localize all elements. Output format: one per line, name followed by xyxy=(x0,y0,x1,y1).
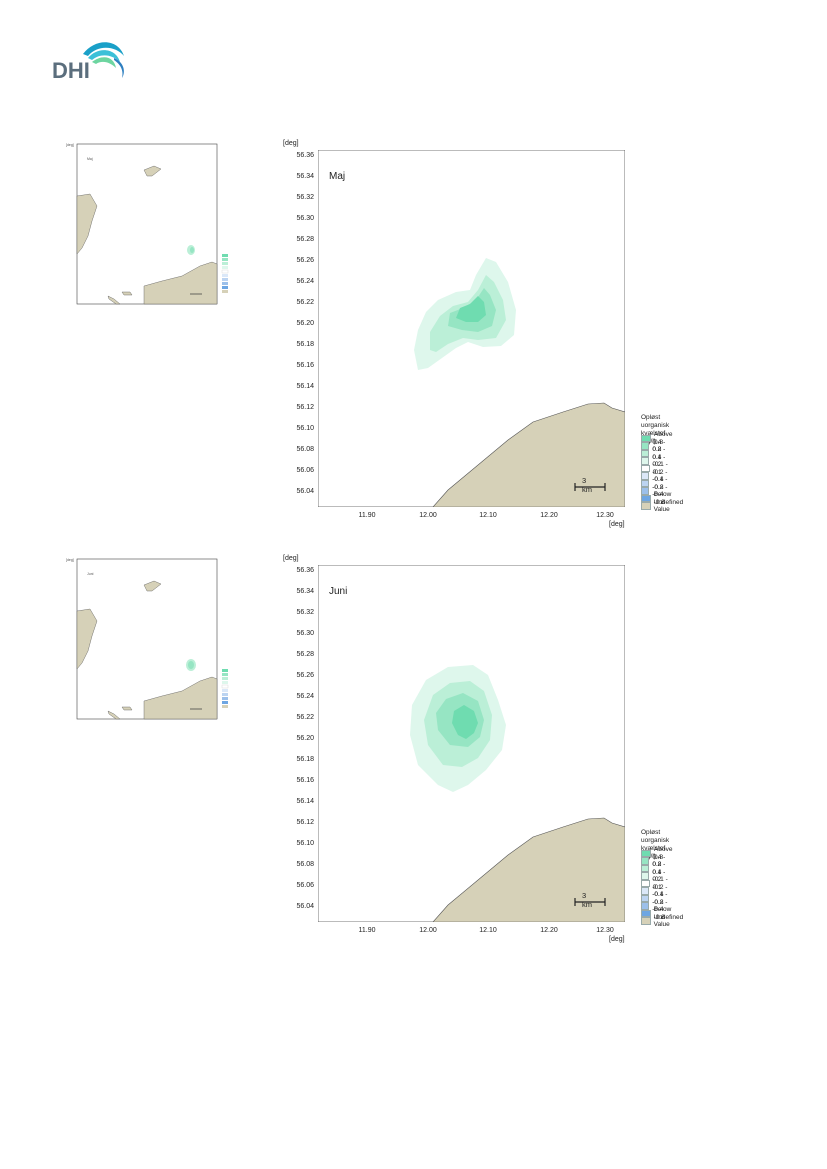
y-tick: 56.06 xyxy=(296,467,314,474)
x-tick: 11.90 xyxy=(358,927,376,934)
y-tick: 56.24 xyxy=(296,278,314,285)
y-tick: 56.04 xyxy=(296,903,314,910)
x-tick: 12.20 xyxy=(540,927,558,934)
legend-item: -0.1 - 0.1 xyxy=(641,461,668,476)
x-tick: 12.10 xyxy=(479,512,497,519)
y-tick: 56.28 xyxy=(296,236,314,243)
scale-bar-label: 3 km xyxy=(582,476,592,494)
overview-map-juni: [deg] Juni xyxy=(62,551,272,736)
legend-item: 0.1 - 0.2 xyxy=(641,454,666,469)
svg-text:Maj: Maj xyxy=(87,157,93,161)
y-tick: 56.14 xyxy=(296,798,314,805)
y-tick: 56.26 xyxy=(296,257,314,264)
y-tick: 56.26 xyxy=(296,672,314,679)
legend-item: Below -0.8 xyxy=(641,491,675,506)
main-map-juni xyxy=(317,564,626,923)
y-tick: 56.08 xyxy=(296,446,314,453)
y-tick: 56.30 xyxy=(296,215,314,222)
legend-item: 0.4 - 0.8 xyxy=(641,854,666,869)
map-month-label: Maj xyxy=(329,171,346,182)
y-tick: 56.32 xyxy=(296,609,314,616)
scale-bar-label: 3 km xyxy=(582,891,592,909)
legend-item: -0.4 - -0.2 xyxy=(641,891,668,906)
legend-item: -0.4 - -0.2 xyxy=(641,476,668,491)
map-month-label: Juni xyxy=(329,586,348,597)
x-tick: 12.30 xyxy=(596,927,614,934)
y-unit-label: [deg] xyxy=(283,555,299,562)
y-tick: 56.34 xyxy=(296,173,314,180)
x-unit-label: [deg] xyxy=(609,521,625,528)
legend-item: 0.2 - 0.4 xyxy=(641,861,666,876)
y-tick: 56.36 xyxy=(296,152,314,159)
y-unit-label: [deg] xyxy=(283,140,299,147)
legend-item: -0.8 - -0.4 xyxy=(641,899,668,914)
x-tick: 12.30 xyxy=(596,512,614,519)
legend-item: -0.8 - -0.4 xyxy=(641,484,668,499)
dhi-logo: DHI xyxy=(50,36,130,83)
y-tick: 56.16 xyxy=(296,777,314,784)
svg-text:[deg]: [deg] xyxy=(66,558,74,562)
legend-item: Undefined Value xyxy=(641,499,687,514)
legend-item: 0.4 - 0.8 xyxy=(641,439,666,454)
main-map-maj xyxy=(317,149,626,508)
legend-item: -0.2 - -0.1 xyxy=(641,884,668,899)
y-tick: 56.24 xyxy=(296,693,314,700)
y-tick: 56.06 xyxy=(296,882,314,889)
y-tick: 56.36 xyxy=(296,567,314,574)
x-tick: 12.00 xyxy=(419,927,437,934)
y-tick: 56.04 xyxy=(296,488,314,495)
legend-item: -0.2 - -0.1 xyxy=(641,469,668,484)
svg-text:Juni: Juni xyxy=(87,572,94,576)
x-tick: 12.00 xyxy=(419,512,437,519)
y-tick: 56.10 xyxy=(296,425,314,432)
y-tick: 56.08 xyxy=(296,861,314,868)
y-tick: 56.18 xyxy=(296,756,314,763)
y-tick: 56.12 xyxy=(296,404,314,411)
x-tick: 11.90 xyxy=(358,512,376,519)
y-tick: 56.34 xyxy=(296,588,314,595)
x-tick: 12.20 xyxy=(540,512,558,519)
y-tick: 56.28 xyxy=(296,651,314,658)
y-tick: 56.10 xyxy=(296,840,314,847)
y-tick: 56.20 xyxy=(296,320,314,327)
x-unit-label: [deg] xyxy=(609,936,625,943)
overview-map-maj: [deg] Maj xyxy=(62,136,272,321)
legend-item: Undefined Value xyxy=(641,914,687,929)
legend-item: -0.1 - 0.1 xyxy=(641,876,668,891)
y-tick: 56.22 xyxy=(296,714,314,721)
y-tick: 56.20 xyxy=(296,735,314,742)
y-tick: 56.22 xyxy=(296,299,314,306)
x-tick: 12.10 xyxy=(479,927,497,934)
svg-text:[deg]: [deg] xyxy=(66,143,74,147)
logo-text: DHI xyxy=(52,58,90,82)
y-tick: 56.32 xyxy=(296,194,314,201)
y-tick: 56.30 xyxy=(296,630,314,637)
y-tick: 56.14 xyxy=(296,383,314,390)
y-tick: 56.12 xyxy=(296,819,314,826)
legend-item: 0.2 - 0.4 xyxy=(641,446,666,461)
legend-item: Below -0.8 xyxy=(641,906,675,921)
y-tick: 56.16 xyxy=(296,362,314,369)
legend-item: Above 0.8 xyxy=(641,431,675,446)
legend-item: Above 0.8 xyxy=(641,846,675,861)
legend-item: 0.1 - 0.2 xyxy=(641,869,666,884)
y-tick: 56.18 xyxy=(296,341,314,348)
